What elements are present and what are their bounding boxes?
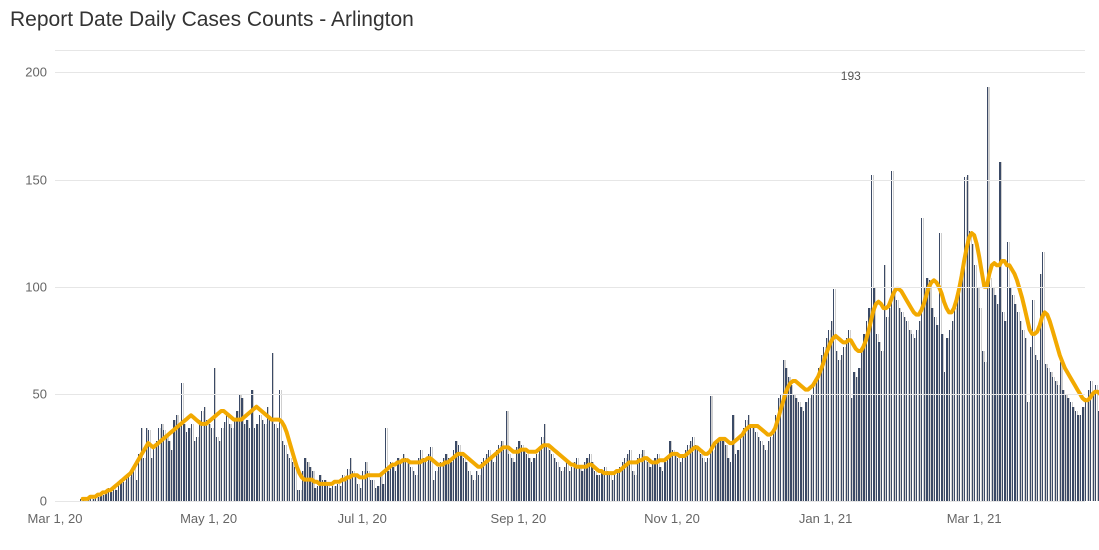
chart-frame: Report Date Daily Cases Counts - Arlingt…	[0, 0, 1099, 550]
x-tick-label: Sep 1, 20	[491, 511, 547, 526]
y-tick-label: 200	[25, 65, 47, 80]
x-tick-label: May 1, 20	[180, 511, 237, 526]
gridline	[55, 501, 1085, 502]
x-tick-label: Mar 1, 21	[947, 511, 1002, 526]
plot-area: 050100150200Mar 1, 20May 1, 20Jul 1, 20S…	[55, 50, 1085, 502]
gridline	[55, 287, 1085, 288]
bar-primary	[1088, 390, 1089, 501]
x-tick-label: Mar 1, 20	[28, 511, 83, 526]
x-tick-label: Jan 1, 21	[799, 511, 853, 526]
peak-value-label: 193	[841, 69, 861, 83]
gridline	[55, 180, 1085, 181]
y-tick-label: 150	[25, 172, 47, 187]
chart-title: Report Date Daily Cases Counts - Arlingt…	[10, 8, 414, 32]
bar-primary	[1093, 394, 1094, 501]
bar-primary	[1085, 398, 1086, 501]
x-tick-label: Jul 1, 20	[338, 511, 387, 526]
gridline	[55, 72, 1085, 73]
y-tick-label: 50	[33, 386, 47, 401]
y-tick-label: 0	[40, 494, 47, 509]
moving-average-line	[83, 233, 1099, 499]
bar-primary	[1095, 385, 1096, 501]
line-overlay	[55, 51, 1085, 501]
x-tick-label: Nov 1, 20	[644, 511, 700, 526]
y-tick-label: 100	[25, 279, 47, 294]
gridline	[55, 394, 1085, 395]
